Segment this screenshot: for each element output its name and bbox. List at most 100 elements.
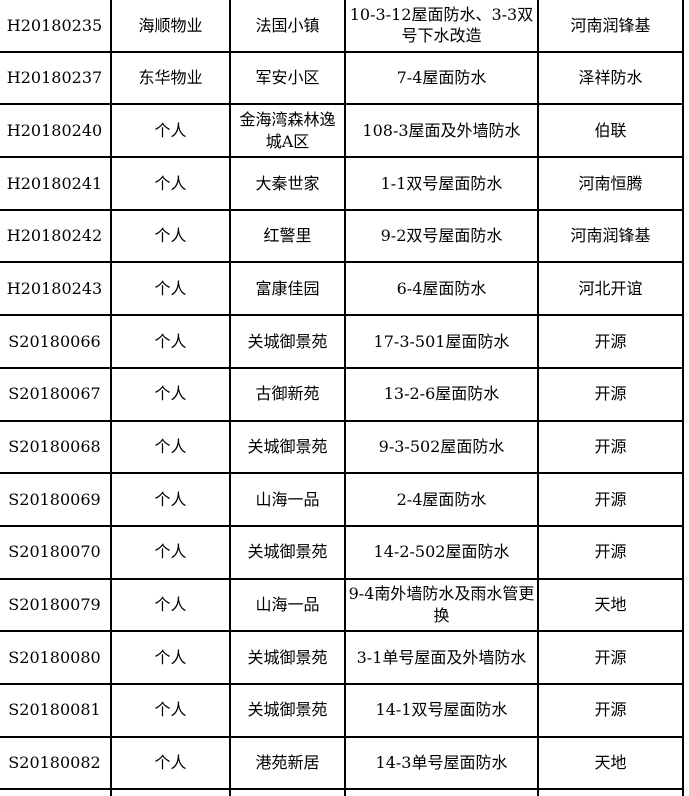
- cell-contractor: 开源: [537, 524, 684, 580]
- cell-id: H20180243: [0, 261, 112, 317]
- cell-contractor: 泽祥防水: [537, 50, 684, 106]
- cell-community: 关城御景苑: [229, 314, 346, 369]
- cell-project: 14-2-502屋面防水: [344, 524, 539, 580]
- cell-community: 关城御景苑: [229, 524, 346, 580]
- table-row-partial: [0, 788, 684, 796]
- cell-community: 大秦世家: [229, 156, 346, 211]
- table-row: S20180082 个人 港苑新居 14-3单号屋面防水 天地: [0, 735, 684, 791]
- cell-project: 3-1单号屋面及外墙防水: [344, 630, 539, 685]
- cell-id: S20180082: [0, 735, 112, 791]
- cell-applicant: 个人: [110, 366, 231, 422]
- cell-contractor: 开源: [537, 419, 684, 475]
- cell-id: S20180069: [0, 472, 112, 527]
- cell-project: 9-4南外墙防水及雨水管更换: [344, 577, 539, 633]
- cell-project: 13-2-6屋面防水: [344, 366, 539, 422]
- table-row: H20180241 个人 大秦世家 1-1双号屋面防水 河南恒腾: [0, 156, 684, 211]
- cell-project: 14-1双号屋面防水: [344, 682, 539, 738]
- cell-contractor: 河北开谊: [537, 261, 684, 317]
- cell-project: 1-1双号屋面防水: [344, 156, 539, 211]
- table-row: H20180243 个人 富康佳园 6-4屋面防水 河北开谊: [0, 261, 684, 317]
- cell-applicant: 个人: [110, 419, 231, 475]
- cell-applicant: 个人: [110, 735, 231, 791]
- cell-contractor: 开源: [537, 314, 684, 369]
- table-row: S20180079 个人 山海一品 9-4南外墙防水及雨水管更换 天地: [0, 577, 684, 633]
- cell-applicant: 个人: [110, 314, 231, 369]
- cell-applicant: 个人: [110, 208, 231, 264]
- table-row: H20180235 海顺物业 法国小镇 10-3-12屋面防水、3-3双号下水改造 河南…: [0, 0, 684, 53]
- cell-project: 108-3屋面及外墙防水: [344, 103, 539, 159]
- cell-applicant: 东华物业: [110, 50, 231, 106]
- cell-project: 7-4屋面防水: [344, 50, 539, 106]
- table-row: S20180070 个人 关城御景苑 14-2-502屋面防水 开源: [0, 524, 684, 580]
- cell-community: 富康佳园: [229, 261, 346, 317]
- cell-project: 2-4屋面防水: [344, 472, 539, 527]
- cell-project: 14-3单号屋面防水: [344, 735, 539, 791]
- cell-id: S20180080: [0, 630, 112, 685]
- cell-id: S20180081: [0, 682, 112, 738]
- cell-id: S20180070: [0, 524, 112, 580]
- cell-community: 军安小区: [229, 50, 346, 106]
- cell-applicant-partial: [110, 788, 231, 796]
- cell-id: H20180235: [0, 0, 112, 53]
- cell-community: 山海一品: [229, 472, 346, 527]
- cell-applicant: 个人: [110, 103, 231, 159]
- cell-applicant: 个人: [110, 156, 231, 211]
- cell-project: 17-3-501屋面防水: [344, 314, 539, 369]
- cell-community: 关城御景苑: [229, 630, 346, 685]
- cell-id: H20180240: [0, 103, 112, 159]
- cell-applicant: 海顺物业: [110, 0, 231, 53]
- table-row: S20180068 个人 关城御景苑 9-3-502屋面防水 开源: [0, 419, 684, 475]
- cell-id: S20180066: [0, 314, 112, 369]
- table-row: H20180240 个人 金海湾森林逸城A区 108-3屋面及外墙防水 伯联: [0, 103, 684, 159]
- cell-id: H20180242: [0, 208, 112, 264]
- cell-community: 关城御景苑: [229, 682, 346, 738]
- cell-contractor: 开源: [537, 472, 684, 527]
- cell-applicant: 个人: [110, 577, 231, 633]
- cell-community: 山海一品: [229, 577, 346, 633]
- cell-applicant: 个人: [110, 630, 231, 685]
- table-row: S20180067 个人 古御新苑 13-2-6屋面防水 开源: [0, 366, 684, 422]
- cell-id: S20180068: [0, 419, 112, 475]
- table-row: S20180066 个人 关城御景苑 17-3-501屋面防水 开源: [0, 314, 684, 369]
- cell-community: 关城御景苑: [229, 419, 346, 475]
- cell-contractor: 开源: [537, 682, 684, 738]
- cell-id-partial: [0, 788, 112, 796]
- cell-id: S20180067: [0, 366, 112, 422]
- cell-contractor-partial: [537, 788, 684, 796]
- cell-project: 10-3-12屋面防水、3-3双号下水改造: [344, 0, 539, 53]
- cell-contractor: 开源: [537, 366, 684, 422]
- table-row: H20180242 个人 红警里 9-2双号屋面防水 河南润锋基: [0, 208, 684, 264]
- cell-applicant: 个人: [110, 524, 231, 580]
- cell-community: 金海湾森林逸城A区: [229, 103, 346, 159]
- cell-community-partial: [229, 788, 346, 796]
- cell-id: H20180241: [0, 156, 112, 211]
- cell-id: H20180237: [0, 50, 112, 106]
- table-row: S20180080 个人 关城御景苑 3-1单号屋面及外墙防水 开源: [0, 630, 684, 685]
- cell-contractor: 河南润锋基: [537, 208, 684, 264]
- cell-contractor: 天地: [537, 735, 684, 791]
- cell-project: 9-3-502屋面防水: [344, 419, 539, 475]
- table-row: S20180081 个人 关城御景苑 14-1双号屋面防水 开源: [0, 682, 684, 738]
- cell-contractor: 河南恒腾: [537, 156, 684, 211]
- cell-contractor: 天地: [537, 577, 684, 633]
- cell-applicant: 个人: [110, 682, 231, 738]
- cell-applicant: 个人: [110, 261, 231, 317]
- cell-project: 6-4屋面防水: [344, 261, 539, 317]
- cell-contractor: 开源: [537, 630, 684, 685]
- cell-contractor: 伯联: [537, 103, 684, 159]
- table-row: H20180237 东华物业 军安小区 7-4屋面防水 泽祥防水: [0, 50, 684, 106]
- cell-community: 红警里: [229, 208, 346, 264]
- cell-community: 港苑新居: [229, 735, 346, 791]
- cell-contractor: 河南润锋基: [537, 0, 684, 53]
- cell-applicant: 个人: [110, 472, 231, 527]
- cell-project: 9-2双号屋面防水: [344, 208, 539, 264]
- cell-community: 古御新苑: [229, 366, 346, 422]
- cell-project-partial: [344, 788, 539, 796]
- cell-id: S20180079: [0, 577, 112, 633]
- table-row: S20180069 个人 山海一品 2-4屋面防水 开源: [0, 472, 684, 527]
- cell-community: 法国小镇: [229, 0, 346, 53]
